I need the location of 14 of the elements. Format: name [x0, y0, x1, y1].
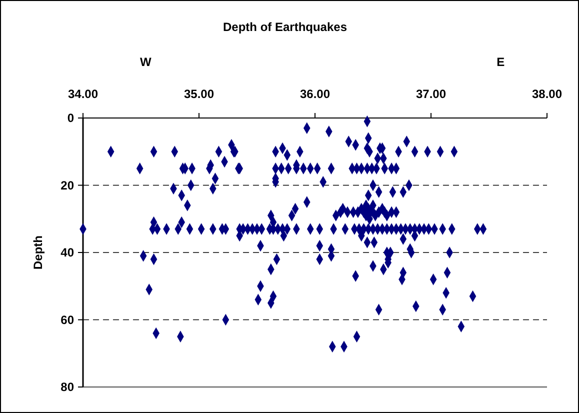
x-tick-label: 34.00	[68, 87, 98, 101]
text: E	[496, 55, 505, 69]
chart-title: Depth of Earthquakes	[222, 20, 348, 34]
x-tick-label: 36.00	[300, 87, 330, 101]
text: W	[140, 55, 152, 69]
y-axis-title: Depth	[31, 236, 45, 270]
y-tick-label: 0	[67, 111, 74, 125]
x-tick-label: 35.00	[184, 87, 214, 101]
y-tick-label: 20	[60, 178, 74, 192]
y-tick-label: 40	[60, 246, 74, 260]
x-tick-label: 37.00	[416, 87, 446, 101]
y-tick-label: 80	[60, 380, 74, 394]
x-tick-label: 38.00	[532, 87, 562, 101]
y-tick-label: 60	[60, 312, 74, 327]
